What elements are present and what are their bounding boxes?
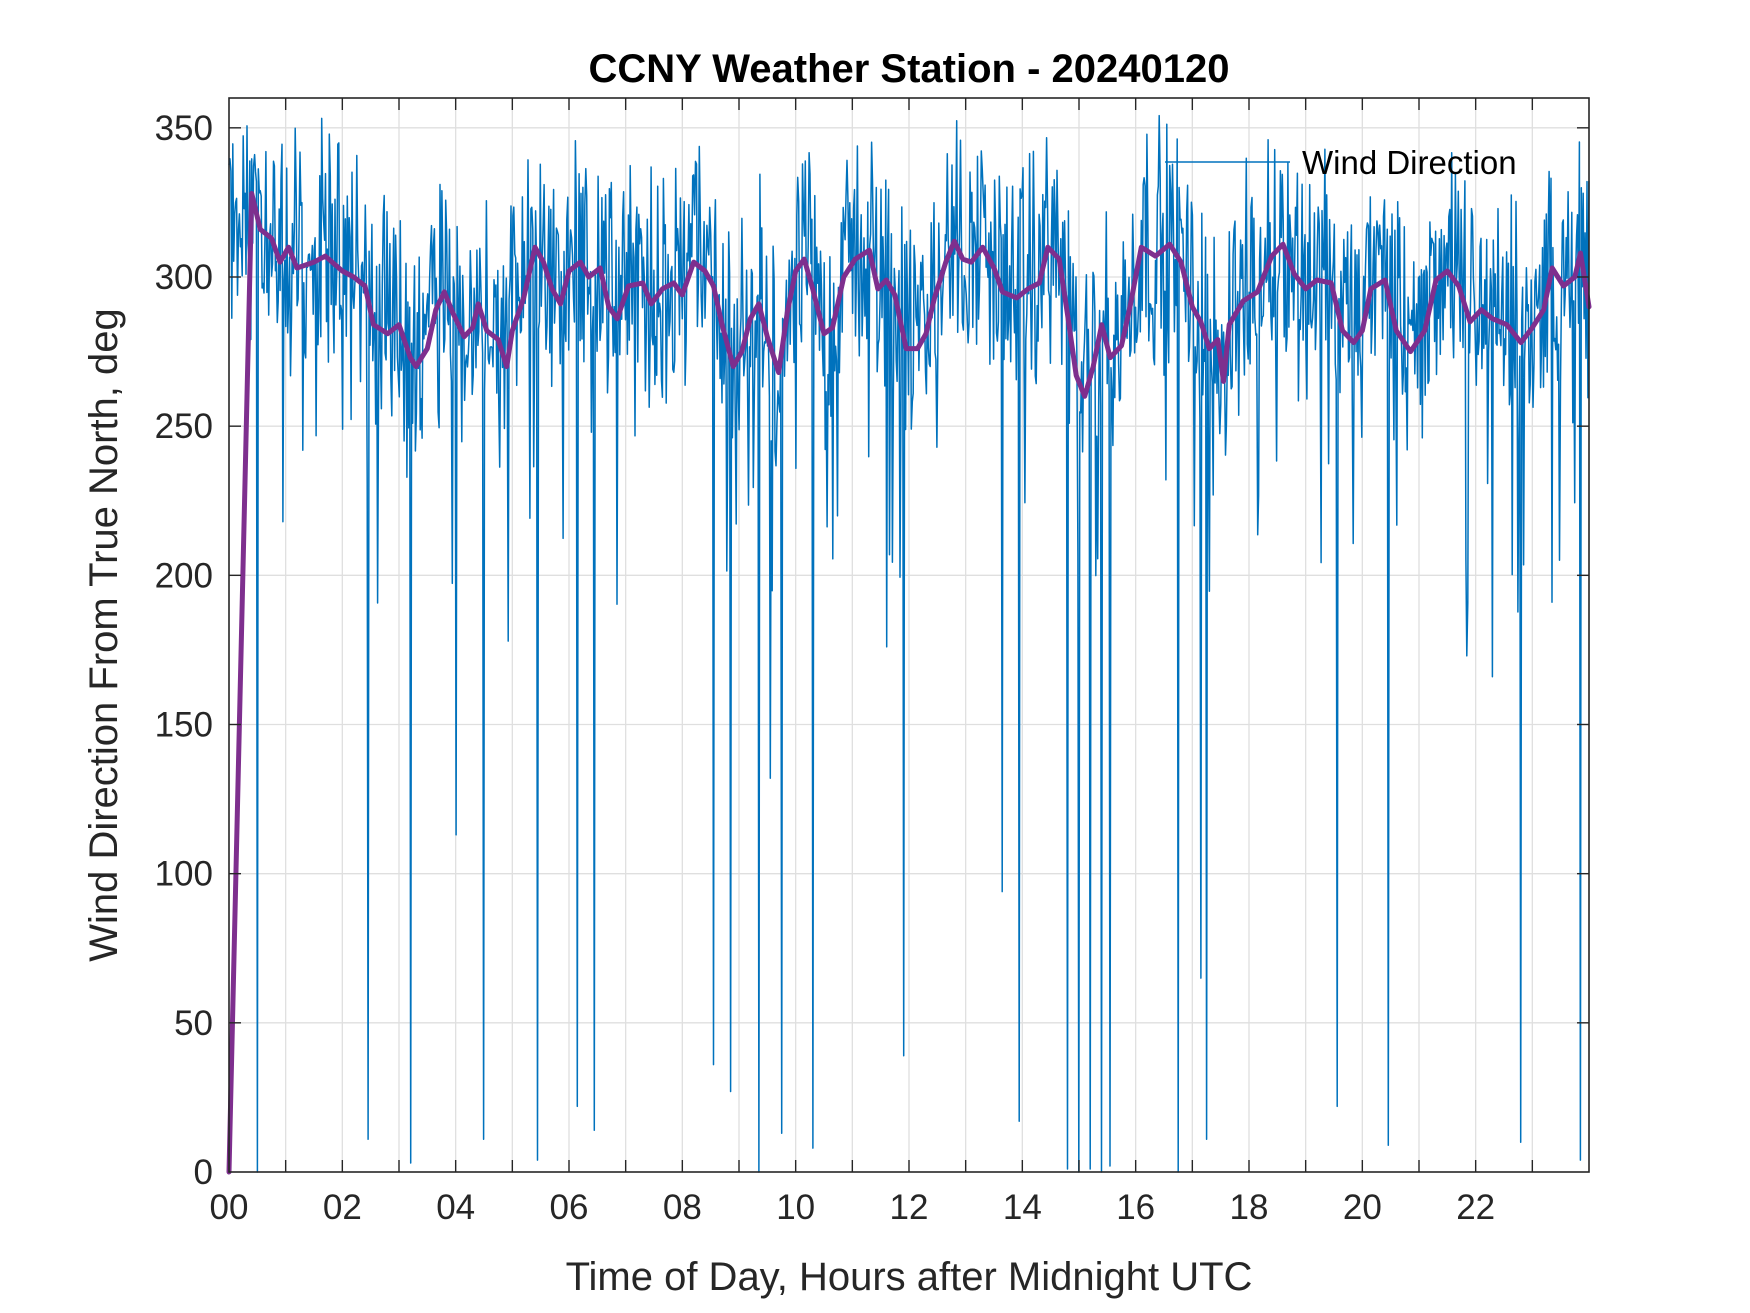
series-layer [226,114,1592,1175]
x-tick-label: 10 [776,1188,815,1227]
x-tick-label: 14 [1003,1188,1042,1227]
x-tick-label: 22 [1456,1188,1495,1227]
chart-title: CCNY Weather Station - 20240120 [589,47,1230,91]
tick-labels: 00 02 04 06 08 10 12 14 16 18 20 22 0 50 100 150 200 250 3… [155,109,1496,1227]
x-tick-label: 16 [1116,1188,1155,1227]
y-tick-label: 50 [174,1004,213,1043]
series-line-wind-direction [228,114,1590,1173]
y-tick-label: 300 [155,258,213,297]
x-tick-label: 18 [1230,1188,1269,1227]
x-tick-label: 02 [323,1188,362,1227]
x-tick-label: 06 [550,1188,589,1227]
x-tick-label: 12 [890,1188,929,1227]
y-tick-label: 350 [155,109,213,148]
x-tick-label: 04 [436,1188,475,1227]
y-tick-label: 200 [155,556,213,595]
y-tick-label: 250 [155,407,213,446]
x-tick-label: 20 [1343,1188,1382,1227]
y-tick-label: 100 [155,855,213,894]
x-axis-label: Time of Day, Hours after Midnight UTC [566,1255,1253,1299]
y-tick-label: 150 [155,706,213,745]
ticks [229,98,1589,1172]
series-line-smoothed [226,191,1592,1175]
legend: Wind Direction [1165,144,1517,181]
y-tick-label: 0 [194,1153,213,1192]
legend-entry-wind-direction: Wind Direction [1302,144,1517,181]
x-tick-label: 08 [663,1188,702,1227]
y-axis-label: Wind Direction From True North, deg [82,308,126,962]
x-tick-label: 00 [210,1188,249,1227]
